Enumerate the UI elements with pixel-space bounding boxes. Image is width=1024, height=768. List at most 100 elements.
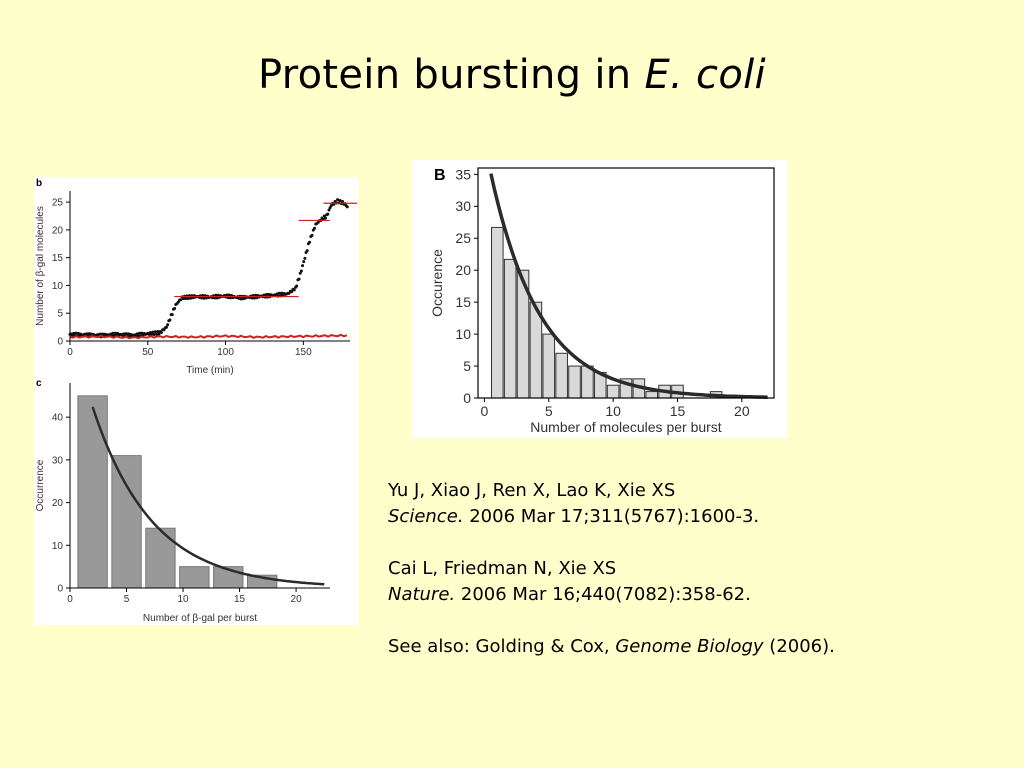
trace-point: [159, 331, 163, 335]
x-tick-label: 20: [734, 403, 750, 419]
trace-point: [305, 249, 309, 253]
references-block: Yu J, Xiao J, Ren X, Lao K, Xie XS Scien…: [388, 478, 988, 660]
trace-point: [74, 331, 78, 335]
trace-point: [250, 296, 254, 300]
trace-point: [179, 298, 183, 302]
x-tick-label: 15: [234, 594, 246, 605]
trace-point: [338, 199, 342, 203]
y-tick-label: 20: [52, 225, 64, 236]
x-tick-label: 50: [142, 347, 154, 358]
trace-point: [157, 332, 161, 336]
trace-point: [156, 330, 160, 334]
trace-point: [122, 332, 126, 336]
burst-size-histogram-c: c 0 5 10 15 20 0 10 20 30 40 Number of β-gal per bu…: [35, 378, 330, 624]
x-tick-label: 5: [545, 403, 553, 419]
x-tick-label: 100: [217, 347, 234, 358]
trace-point: [341, 200, 345, 204]
trace-point: [310, 233, 314, 237]
trace-point: [154, 332, 158, 336]
y-tick-label: 25: [455, 230, 471, 246]
trace-point: [87, 332, 91, 336]
chart-panel-c: c 0 5 10 15 20 0 10 20 30 40 Number of β-gal per bu…: [34, 375, 358, 625]
y-tick-label: 15: [52, 253, 64, 264]
y-tick-label: 10: [455, 326, 471, 342]
trace-point: [301, 264, 305, 268]
trace-point: [166, 323, 170, 327]
trace-point: [267, 292, 271, 296]
trace-point: [295, 284, 299, 288]
ref2-journal: Nature.: [388, 584, 456, 605]
trace-point: [313, 226, 317, 230]
trace-point: [76, 331, 80, 335]
y-tick-label: 0: [463, 390, 471, 406]
chart-panel-b: b 0 50 100 150 0 5 10 15 20 25 Time (min) Number of …: [34, 177, 358, 377]
histogram-bar: [77, 395, 108, 589]
trace-point: [152, 333, 156, 337]
slide-title: Protein bursting in E. coli: [0, 52, 1024, 98]
trace-point: [264, 293, 268, 297]
time-trace-chart: b 0 50 100 150 0 5 10 15 20 25 Time (min) Number of …: [35, 178, 357, 376]
trace-point: [100, 332, 104, 336]
histogram-bar: [568, 365, 581, 399]
y-tick-label: 35: [455, 166, 471, 182]
trace-point: [181, 297, 185, 301]
y-tick-label: 5: [463, 358, 471, 374]
x-axis-label: Time (min): [186, 365, 233, 376]
x-tick-label: 0: [67, 347, 73, 358]
trace-point: [127, 332, 131, 336]
histogram-bar: [503, 258, 517, 399]
title-italic: E. coli: [644, 52, 766, 98]
chart-panel-B: B 0 5 10 15 20 0 5 10 15 20 25 30 35 Number of molecul…: [412, 160, 787, 438]
y-tick-label: 10: [52, 281, 64, 292]
x-tick-label: 10: [177, 594, 189, 605]
x-tick-label: 0: [67, 594, 73, 605]
burst-size-histogram-B: B 0 5 10 15 20 0 5 10 15 20 25 30 35 Number of molecul…: [429, 166, 775, 435]
trace-point: [326, 212, 330, 216]
y-tick-label: 5: [57, 309, 63, 320]
trace-point: [186, 296, 190, 300]
ref1-citation: Science. 2006 Mar 17;311(5767):1600-3.: [388, 504, 988, 530]
ref1-journal: Science.: [388, 506, 464, 527]
trace-point: [164, 325, 168, 329]
histogram-bar: [606, 384, 620, 399]
histogram-bar: [542, 333, 556, 399]
trace-point: [299, 269, 303, 273]
histogram-bar: [179, 566, 210, 589]
histogram-bar: [111, 455, 142, 589]
y-tick-label: 0: [57, 337, 63, 348]
y-tick-label: 30: [455, 198, 471, 214]
trace-point: [252, 296, 256, 300]
trace-point: [213, 296, 217, 300]
trace-point: [297, 277, 301, 281]
trace-point: [336, 198, 340, 202]
histogram-bar: [581, 365, 594, 399]
background-trace-line: [69, 333, 348, 340]
x-tick-label: 0: [481, 403, 489, 419]
y-tick-label: 0: [57, 584, 63, 595]
trace-point: [113, 331, 117, 335]
trace-point: [303, 256, 307, 260]
x-tick-label: 20: [291, 594, 303, 605]
ref1-authors: Yu J, Xiao J, Ren X, Lao K, Xie XS: [388, 480, 676, 501]
panel-label: B: [434, 167, 446, 184]
trace-point: [173, 306, 177, 310]
trace-point: [329, 203, 333, 207]
x-tick-label: 10: [605, 403, 621, 419]
trace-point: [124, 332, 128, 336]
histogram-bar: [645, 391, 659, 399]
trace-point: [345, 205, 349, 209]
trace-point: [170, 313, 174, 317]
x-tick-label: 5: [124, 594, 130, 605]
x-tick-label: 15: [670, 403, 686, 419]
y-tick-label: 20: [455, 262, 471, 278]
ref2-details: 2006 Mar 16;440(7082):358-62.: [455, 584, 751, 605]
plot-frame: [477, 167, 775, 399]
trace-point: [202, 296, 206, 300]
trace-point: [239, 297, 243, 301]
exponential-fit-curve: [91, 406, 325, 586]
y-axis-label: Number of β-gal molecules: [35, 206, 46, 326]
trace-point: [302, 260, 306, 264]
panel-label: b: [36, 178, 42, 189]
x-tick-label: 150: [295, 347, 312, 358]
trace-point: [151, 330, 155, 334]
